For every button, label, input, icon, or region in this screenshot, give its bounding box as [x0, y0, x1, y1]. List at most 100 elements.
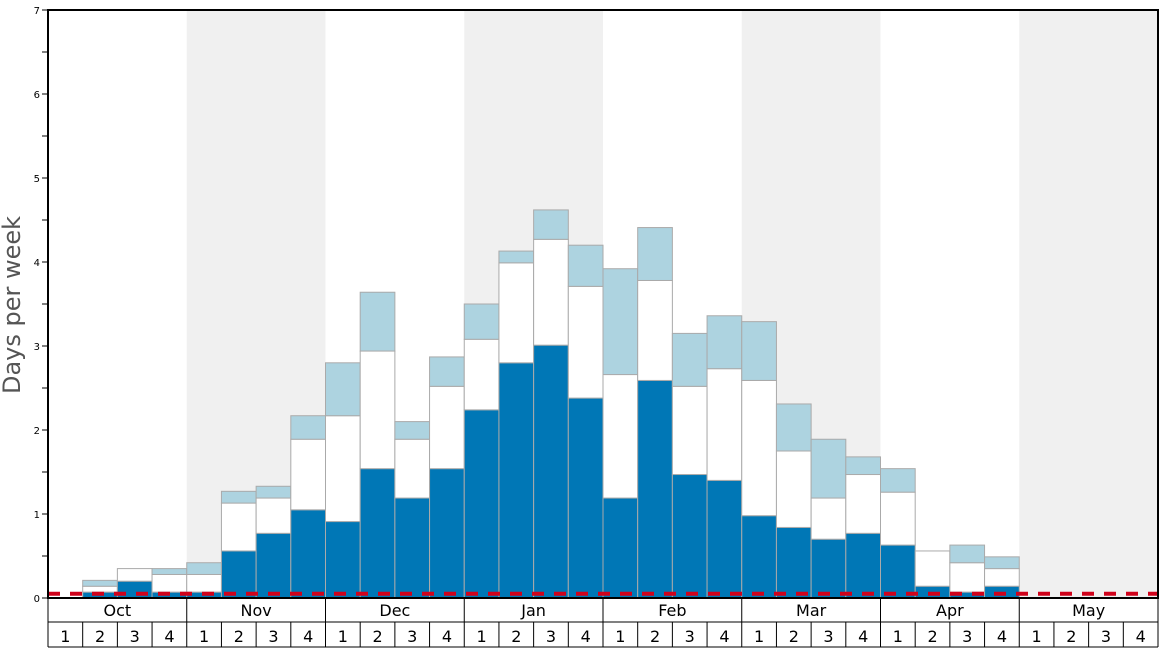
bar-segment-dark-15: [567, 397, 604, 599]
week-label: 2: [927, 627, 937, 646]
week-label: 4: [858, 627, 868, 646]
month-band-may: [1019, 10, 1158, 598]
y-tick-label: 2: [34, 426, 40, 437]
bar-segment-white-24: [880, 491, 916, 546]
bar-segment-light-8: [325, 362, 361, 417]
bar-segment-light-19: [706, 315, 743, 370]
bar-segment-dark-13: [498, 362, 535, 599]
bar-segment-dark-17: [637, 379, 673, 599]
week-label: 3: [685, 627, 695, 646]
bar-segment-white-1: [82, 585, 118, 593]
week-label: 3: [268, 627, 278, 646]
bar-segment-light-9: [359, 291, 396, 352]
bar-segment-light-24: [880, 468, 916, 493]
week-label: 2: [511, 627, 521, 646]
y-axis-ticks: 0 1 2 3 4 5 6 7: [34, 6, 48, 605]
bar-segment-white-21: [775, 450, 812, 528]
week-label: 4: [164, 627, 174, 646]
bar-segment-dark-12: [463, 409, 500, 599]
bar-segment-dark-6: [255, 532, 292, 599]
week-label: 1: [199, 627, 209, 646]
bar-segment-white-2: [116, 568, 153, 582]
bar-segment-light-21: [775, 403, 812, 452]
bar-segment-dark-22: [810, 538, 847, 599]
bar-segment-white-22: [810, 497, 847, 540]
week-label: 1: [615, 627, 625, 646]
week-label: 3: [546, 627, 556, 646]
week-label: 1: [893, 627, 903, 646]
bar-segment-dark-9: [359, 468, 396, 599]
bar-segment-dark-7: [290, 509, 326, 599]
week-label: 1: [1032, 627, 1042, 646]
bar-segment-dark-11: [429, 468, 465, 599]
bar-segment-light-6: [255, 485, 292, 499]
month-label-dec: Dec: [379, 601, 410, 620]
bar-segment-white-14: [533, 238, 569, 346]
bar-segment-white-11: [429, 385, 465, 470]
bar-segment-light-4: [186, 562, 222, 575]
week-label: 2: [789, 627, 799, 646]
week-label: 2: [234, 627, 244, 646]
y-tick-label: 6: [34, 90, 40, 101]
bar-segment-white-15: [567, 285, 604, 399]
week-label: 1: [338, 627, 348, 646]
week-label: 3: [1101, 627, 1111, 646]
bar-segment-white-4: [186, 573, 222, 593]
bar-segment-light-22: [810, 438, 847, 499]
bar-segment-white-12: [463, 338, 500, 411]
week-label: 4: [1136, 627, 1146, 646]
bar-segment-light-13: [498, 250, 535, 264]
week-label: 1: [60, 627, 70, 646]
x-axis: Oct Nov Dec Jan Feb Mar Apr May 1 2 3 4 1 2 3 4 1 2 3 4 1 2 3 4…: [47, 598, 1159, 648]
month-label-feb: Feb: [658, 601, 686, 620]
month-label-nov: Nov: [241, 601, 272, 620]
bar-segment-light-5: [220, 490, 257, 504]
y-tick-label: 1: [34, 510, 40, 521]
bar-segment-dark-16: [602, 497, 639, 599]
bar-segment-white-17: [637, 279, 673, 381]
bar-segment-light-18: [671, 332, 708, 387]
week-label: 3: [962, 627, 972, 646]
bar-segment-dark-23: [845, 532, 881, 599]
week-label: 3: [823, 627, 833, 646]
bar-segment-white-7: [290, 438, 326, 511]
week-label: 2: [95, 627, 105, 646]
week-label: 4: [303, 627, 313, 646]
bar-segment-light-16: [602, 268, 639, 376]
month-label-mar: Mar: [796, 601, 827, 620]
bar-segment-white-25: [914, 550, 951, 587]
week-label: 3: [130, 627, 140, 646]
bar-segment-light-10: [394, 421, 431, 440]
week-label: 4: [719, 627, 729, 646]
bar-segment-white-27: [984, 568, 1020, 587]
bar-segment-light-20: [741, 321, 777, 381]
week-label: 1: [754, 627, 764, 646]
bar-segment-dark-24: [880, 544, 916, 599]
bar-segment-light-15: [567, 244, 604, 287]
bar-segment-white-13: [498, 262, 535, 364]
bar-segment-white-18: [671, 385, 708, 476]
month-label-oct: Oct: [104, 601, 132, 620]
bar-segment-white-5: [220, 502, 257, 552]
bar-segment-dark-18: [671, 474, 708, 599]
y-tick-label: 0: [34, 594, 40, 605]
week-label: 2: [1066, 627, 1076, 646]
bar-segment-white-19: [706, 368, 743, 481]
bar-segment-dark-8: [325, 521, 361, 599]
week-label: 4: [581, 627, 591, 646]
week-label: 3: [407, 627, 417, 646]
bar-segment-dark-14: [533, 344, 569, 599]
bar-segment-light-14: [533, 209, 569, 240]
bar-segment-light-26: [949, 544, 986, 564]
y-axis-label: Days per week: [0, 216, 26, 394]
bar-segment-light-3: [151, 568, 188, 575]
bar-segment-dark-5: [220, 550, 257, 599]
week-label: 2: [372, 627, 382, 646]
bar-segment-dark-10: [394, 497, 431, 599]
week-label: 4: [997, 627, 1007, 646]
bar-segment-light-12: [463, 303, 500, 340]
bar-segment-dark-19: [706, 479, 743, 599]
bar-segment-light-7: [290, 415, 326, 440]
bar-segment-white-26: [949, 562, 986, 593]
week-label: 2: [650, 627, 660, 646]
